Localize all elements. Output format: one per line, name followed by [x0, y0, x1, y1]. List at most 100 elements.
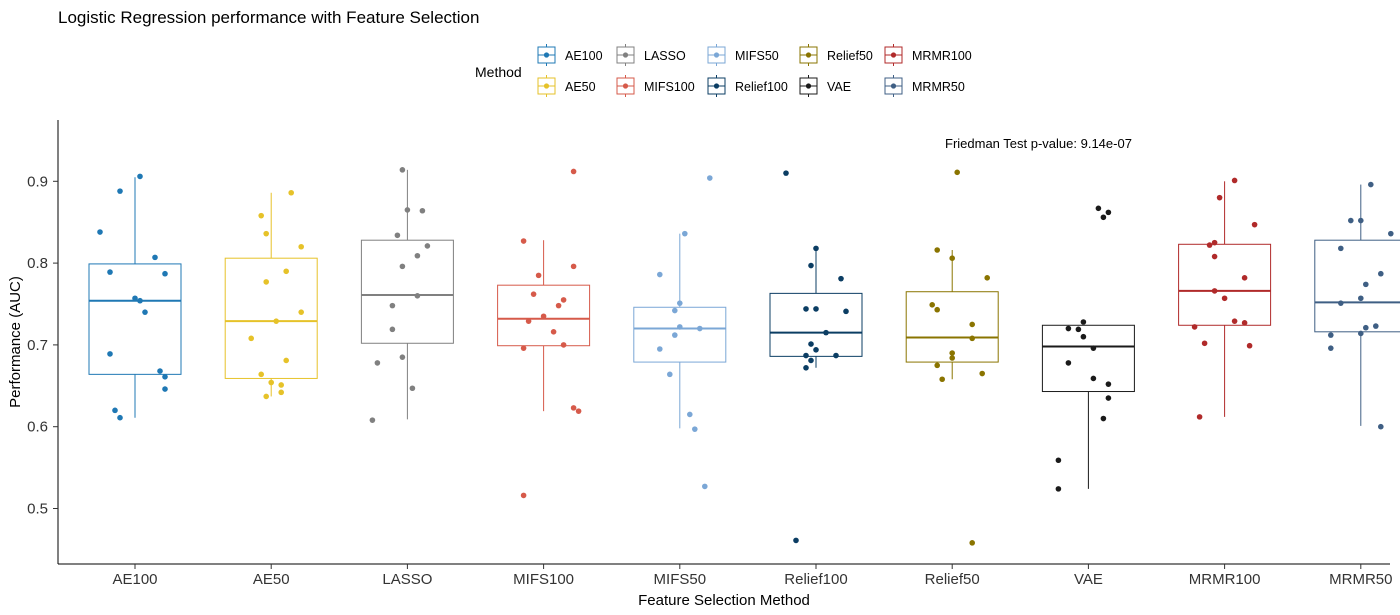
point-MIFS100-5	[560, 297, 567, 303]
point-Relief100-3	[838, 275, 844, 282]
point-MRMR50-0	[1368, 181, 1374, 188]
legend-label-MIFS50: MIFS50	[735, 49, 779, 63]
point-Relief50-0	[954, 169, 960, 176]
point-Relief100-1	[813, 245, 819, 252]
legend-label-Relief50: Relief50	[827, 49, 873, 63]
point-AE100-6	[132, 295, 138, 302]
point-MIFS50-3	[677, 300, 683, 306]
point-AE100-9	[107, 351, 113, 357]
point-Relief100-7	[823, 329, 829, 336]
legend-label-AE50: AE50	[565, 80, 596, 94]
point-MIFS50-5	[677, 324, 683, 330]
legend-item-MRMR50: MRMR50	[884, 75, 965, 97]
friedman-annotation: Friedman Test p-value: 9.14e-07	[945, 136, 1132, 151]
point-Relief100-10	[833, 352, 839, 359]
point-Relief50-2	[949, 255, 955, 261]
point-MRMR100-12	[1201, 340, 1208, 347]
point-MRMR100-7	[1211, 288, 1218, 294]
x-tick-label-MRMR100: MRMR100	[1189, 571, 1261, 588]
point-MRMR100-10	[1241, 320, 1248, 326]
point-Relief100-6	[843, 308, 849, 315]
point-MIFS100-12	[570, 405, 577, 411]
point-Relief50-6	[969, 321, 975, 328]
point-VAE-6	[1080, 333, 1087, 340]
legend-label-MIFS100: MIFS100	[644, 80, 695, 94]
box-MRMR50	[1314, 184, 1400, 426]
point-LASSO-8	[389, 302, 396, 309]
point-Relief100-4	[803, 306, 809, 312]
points-MRMR100	[1191, 177, 1258, 420]
point-LASSO-12	[409, 385, 416, 392]
legend-key-point-Relief100	[713, 83, 720, 89]
point-AE50-14	[263, 393, 270, 400]
point-MIFS50-6	[697, 325, 703, 332]
point-AE100-11	[162, 374, 168, 380]
point-AE50-1	[258, 212, 265, 219]
point-LASSO-9	[389, 326, 396, 333]
x-tick-label-AE50: AE50	[253, 571, 290, 588]
box-MRMR100	[1178, 181, 1272, 417]
point-MIFS100-8	[525, 318, 532, 324]
point-AE100-2	[137, 173, 143, 180]
point-MIFS100-3	[535, 272, 542, 279]
point-VAE-2	[1100, 214, 1107, 221]
legend-key-point-LASSO	[622, 52, 629, 58]
point-Relief50-10	[934, 362, 940, 369]
point-VAE-4	[1065, 325, 1072, 332]
point-MRMR50-6	[1363, 281, 1369, 288]
point-AE50-6	[298, 309, 305, 315]
point-MIFS50-0	[707, 175, 713, 181]
legend-title: Method	[475, 64, 522, 80]
box-LASSO	[360, 169, 454, 420]
x-tick-label-Relief100: Relief100	[784, 571, 847, 588]
point-AE100-4	[152, 254, 158, 261]
point-MIFS50-1	[682, 230, 688, 237]
point-VAE-9	[1090, 375, 1097, 382]
point-VAE-1	[1105, 209, 1112, 216]
legend-key-point-MRMR50	[890, 83, 897, 89]
point-MRMR50-13	[1328, 345, 1334, 351]
points-AE50	[248, 189, 305, 400]
point-LASSO-10	[399, 354, 406, 360]
point-MIFS100-10	[560, 342, 567, 348]
points-Relief50	[929, 169, 990, 546]
legend-key-point-MIFS100	[622, 83, 629, 89]
point-Relief100-8	[808, 341, 814, 347]
legend-key-point-MIFS50	[713, 52, 720, 58]
point-MIFS50-2	[657, 271, 663, 278]
point-AE100-7	[137, 297, 143, 304]
point-AE50-2	[263, 230, 270, 237]
point-AE50-11	[268, 379, 275, 386]
point-AE50-7	[273, 318, 280, 324]
box-Relief100	[769, 248, 863, 368]
point-MIFS100-9	[550, 329, 557, 335]
point-AE100-5	[162, 270, 168, 277]
x-tick-label-Relief50: Relief50	[925, 571, 980, 588]
y-tick-label-1: 0.6	[27, 419, 48, 436]
y-axis-title: Performance (AUC)	[7, 276, 24, 408]
y-tick-label-3: 0.8	[27, 255, 48, 272]
point-AE50-9	[283, 357, 290, 364]
point-Relief50-4	[929, 302, 935, 308]
chart-title: Logistic Regression performance with Fea…	[58, 8, 479, 27]
box-rect-AE100	[88, 263, 182, 375]
point-MRMR50-2	[1358, 217, 1364, 224]
point-LASSO-7	[414, 293, 421, 299]
point-Relief50-9	[949, 355, 955, 361]
point-MIFS50-7	[672, 332, 678, 338]
point-Relief100-14	[793, 537, 799, 544]
point-MRMR50-4	[1338, 245, 1344, 252]
point-Relief50-7	[969, 335, 975, 342]
legend-item-MIFS50: MIFS50	[707, 44, 779, 66]
point-Relief100-13	[803, 365, 809, 371]
point-MRMR100-6	[1241, 275, 1248, 281]
legend-item-AE50: AE50	[537, 75, 596, 97]
box-MIFS50	[633, 233, 727, 429]
point-MRMR50-7	[1358, 295, 1364, 302]
point-AE50-0	[288, 189, 295, 196]
x-tick-label-MIFS100: MIFS100	[513, 571, 574, 588]
point-MIFS100-1	[520, 238, 527, 244]
point-VAE-5	[1075, 326, 1082, 333]
plot-area	[88, 167, 1400, 546]
point-VAE-14	[1055, 486, 1062, 492]
